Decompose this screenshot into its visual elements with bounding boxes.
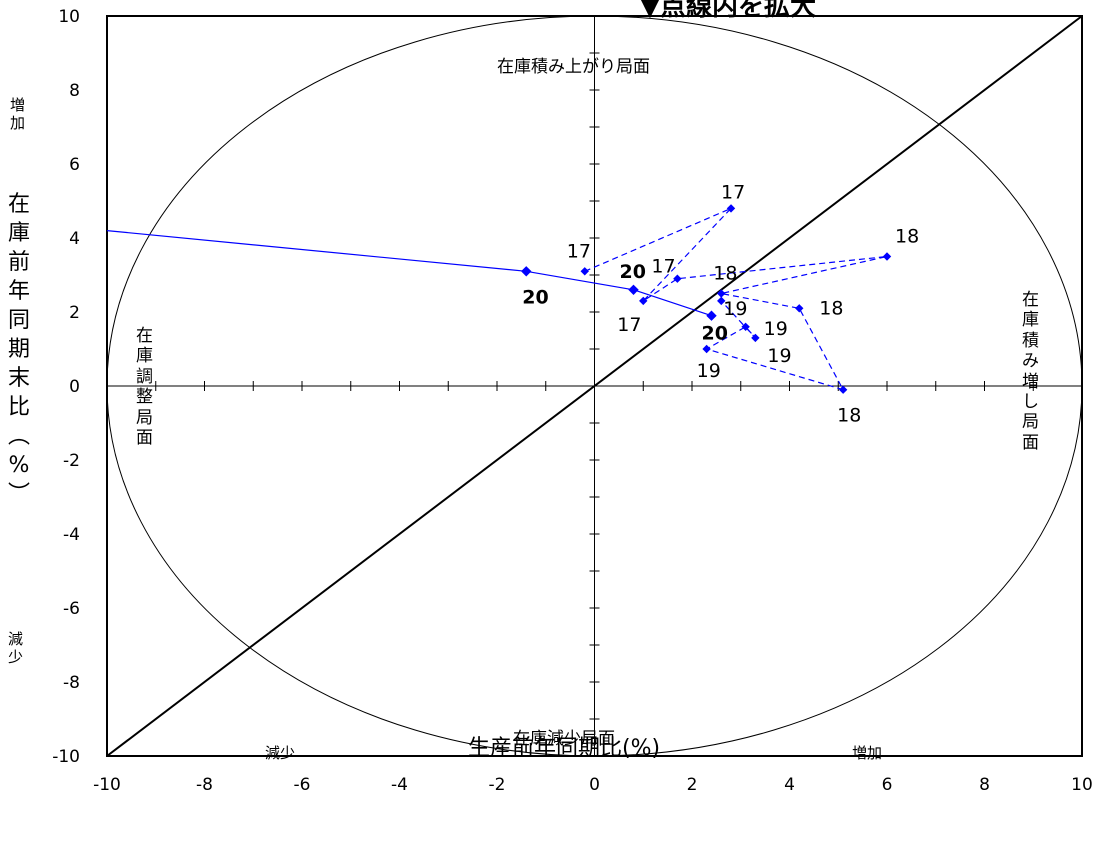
vertical-char: 調: [136, 366, 153, 387]
data-label: 18: [895, 226, 919, 248]
y-axis-label: 在庫前年同期末比 ︵% ︶: [8, 190, 32, 509]
vertical-char: 減: [8, 630, 24, 648]
x-decrease-label: 減少: [265, 744, 296, 762]
vertical-char: ︶: [8, 482, 33, 508]
y-tick-label: 8: [69, 81, 80, 101]
y-tick-label: 0: [69, 377, 80, 397]
data-label: 20: [522, 286, 548, 308]
x-tick-label: 6: [882, 775, 893, 795]
data-label: 17: [651, 256, 675, 278]
x-tick-label: 8: [979, 775, 990, 795]
y-tick-label: -6: [63, 599, 80, 619]
vertical-char: み: [1022, 351, 1039, 372]
data-label: 17: [567, 240, 591, 262]
y-tick-label: 4: [69, 229, 80, 249]
data-point: [717, 296, 726, 306]
vertical-char: 局: [1022, 412, 1039, 433]
vertical-char: %: [8, 453, 32, 479]
quadrant-label-left: 在庫調整局面: [136, 326, 153, 448]
data-series: [106, 204, 892, 394]
axes: [106, 15, 1083, 757]
data-label: 17: [617, 314, 641, 336]
y-tick-label: -2: [63, 451, 80, 471]
y-tick-label: -4: [63, 525, 80, 545]
x-tick-label: 2: [687, 775, 698, 795]
y-tick-label: 10: [58, 7, 80, 27]
data-point: [726, 204, 736, 213]
data-label: 19: [764, 318, 788, 340]
data-label: 20: [620, 261, 646, 283]
data-point: [795, 304, 804, 313]
y-tick-label: 6: [69, 155, 80, 175]
vertical-char: し: [1022, 391, 1039, 412]
data-label: 17: [721, 181, 745, 203]
data-point: [838, 385, 848, 394]
data-label: 19: [767, 345, 791, 367]
vertical-char: 庫: [8, 221, 33, 247]
quadrant-label-bottom: 在庫減少局面: [513, 729, 615, 749]
data-point: [702, 344, 711, 354]
y-tick-label: -8: [63, 673, 80, 693]
data-point: [741, 322, 750, 332]
data-label: 18: [713, 263, 737, 285]
vertical-char: 面: [1022, 432, 1039, 453]
vertical-char: 比: [8, 395, 33, 421]
vertical-char: 面: [136, 427, 153, 448]
vertical-char: 局: [136, 407, 153, 428]
vertical-char: ︵: [8, 424, 33, 450]
x-tick-label: 0: [589, 775, 600, 795]
vertical-char: 積: [1022, 330, 1039, 351]
vertical-char: 期: [8, 337, 33, 363]
x-increase-label: 増加: [852, 744, 883, 762]
vertical-char: 末: [8, 366, 33, 392]
data-point: [882, 252, 892, 261]
vertical-char: 在: [8, 192, 33, 217]
vertical-char: 在: [136, 326, 153, 346]
vertical-char: 同: [8, 308, 33, 334]
data-label: 18: [819, 297, 843, 319]
data-label: 19: [723, 298, 747, 320]
x-tick-label: 10: [1071, 775, 1093, 795]
vertical-char: 前: [8, 250, 33, 276]
y-tick-label: 2: [69, 303, 80, 323]
x-axis-label: 生産前年同期比(%): [468, 736, 661, 761]
series-line: [106, 230, 712, 317]
vertical-char: 庫: [136, 346, 153, 367]
x-tick-label: -6: [294, 775, 311, 795]
x-tick-label: -2: [489, 775, 506, 795]
data-labels: 17 17 17 17 18 18 18 18 19 19 19 19 20 20 20: [522, 181, 919, 426]
quadrant-label-right: 在庫積み増し局面: [1022, 290, 1039, 453]
quadrant-label-top: 在庫積み上がり局面: [497, 57, 650, 77]
zoom-note: ▼点線内を拡大: [640, 0, 816, 22]
vertical-char: 加: [10, 114, 26, 132]
x-tick-label: -8: [196, 775, 213, 795]
y-tick-label: -10: [52, 747, 80, 767]
data-point: [580, 267, 589, 276]
vertical-char: 整: [136, 387, 153, 408]
x-tick-label: -4: [391, 775, 408, 795]
data-point: [639, 296, 648, 306]
vertical-char: 増: [10, 96, 26, 114]
data-label: 20: [702, 323, 728, 345]
vertical-char: 少: [8, 648, 24, 666]
data-label: 19: [697, 360, 721, 382]
x-tick-label: -10: [93, 775, 121, 795]
y-increase-label: 増加: [10, 96, 25, 132]
x-tick-label: 4: [784, 775, 795, 795]
data-point: [628, 284, 639, 296]
data-point: [673, 274, 682, 283]
vertical-char: 在: [1022, 290, 1039, 310]
data-point: [521, 266, 532, 277]
vertical-char: 増: [1022, 371, 1039, 392]
y-decrease-label: 減少: [8, 630, 23, 666]
data-point: [751, 333, 760, 343]
data-point: [706, 310, 717, 321]
data-label: 18: [837, 405, 861, 427]
vertical-char: 年: [8, 279, 33, 305]
vertical-char: 庫: [1022, 310, 1039, 331]
